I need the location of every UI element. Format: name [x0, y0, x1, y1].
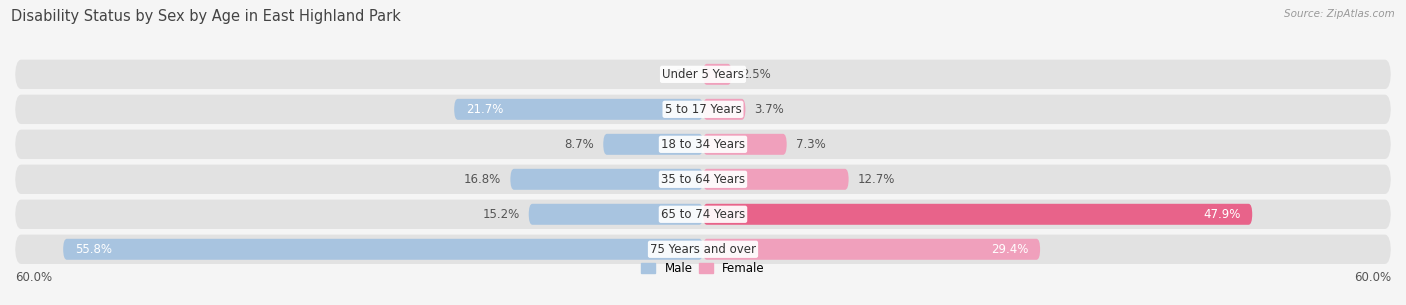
FancyBboxPatch shape: [454, 99, 703, 120]
Text: 35 to 64 Years: 35 to 64 Years: [661, 173, 745, 186]
Text: Under 5 Years: Under 5 Years: [662, 68, 744, 81]
FancyBboxPatch shape: [529, 204, 703, 225]
Text: 8.7%: 8.7%: [564, 138, 595, 151]
Text: 29.4%: 29.4%: [991, 243, 1029, 256]
Text: 18 to 34 Years: 18 to 34 Years: [661, 138, 745, 151]
Text: 47.9%: 47.9%: [1204, 208, 1240, 221]
FancyBboxPatch shape: [703, 169, 849, 190]
Text: 65 to 74 Years: 65 to 74 Years: [661, 208, 745, 221]
Text: 75 Years and over: 75 Years and over: [650, 243, 756, 256]
Text: Source: ZipAtlas.com: Source: ZipAtlas.com: [1284, 9, 1395, 19]
FancyBboxPatch shape: [703, 64, 731, 85]
FancyBboxPatch shape: [703, 99, 745, 120]
FancyBboxPatch shape: [703, 204, 1253, 225]
Text: 16.8%: 16.8%: [464, 173, 501, 186]
Text: 60.0%: 60.0%: [15, 271, 52, 284]
Text: 12.7%: 12.7%: [858, 173, 896, 186]
FancyBboxPatch shape: [510, 169, 703, 190]
FancyBboxPatch shape: [603, 134, 703, 155]
Text: 15.2%: 15.2%: [482, 208, 520, 221]
FancyBboxPatch shape: [63, 239, 703, 260]
Text: 55.8%: 55.8%: [75, 243, 111, 256]
FancyBboxPatch shape: [15, 60, 1391, 89]
FancyBboxPatch shape: [703, 134, 787, 155]
FancyBboxPatch shape: [15, 95, 1391, 124]
Text: 5 to 17 Years: 5 to 17 Years: [665, 103, 741, 116]
FancyBboxPatch shape: [15, 130, 1391, 159]
Text: 7.3%: 7.3%: [796, 138, 825, 151]
Text: 3.7%: 3.7%: [755, 103, 785, 116]
FancyBboxPatch shape: [15, 165, 1391, 194]
Text: 60.0%: 60.0%: [1354, 271, 1391, 284]
Text: 21.7%: 21.7%: [465, 103, 503, 116]
FancyBboxPatch shape: [703, 239, 1040, 260]
Text: 2.5%: 2.5%: [741, 68, 770, 81]
FancyBboxPatch shape: [15, 235, 1391, 264]
Text: Disability Status by Sex by Age in East Highland Park: Disability Status by Sex by Age in East …: [11, 9, 401, 24]
Text: 0.0%: 0.0%: [664, 68, 693, 81]
FancyBboxPatch shape: [15, 199, 1391, 229]
Legend: Male, Female: Male, Female: [641, 262, 765, 275]
